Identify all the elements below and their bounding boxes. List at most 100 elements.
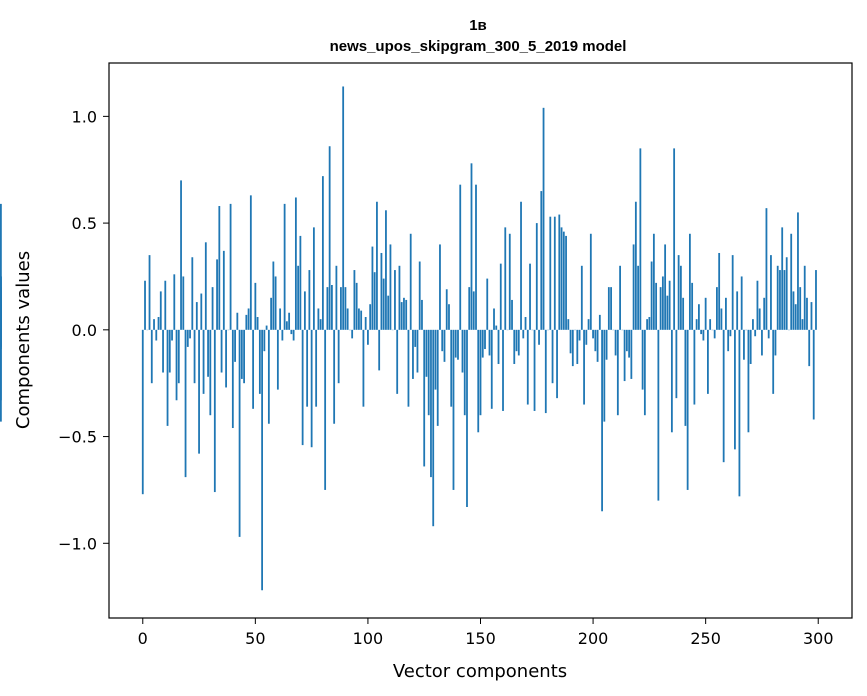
bar-223 [643, 329, 646, 416]
bar-252 [709, 319, 712, 330]
bar-263 [734, 329, 736, 450]
bar-299 [815, 270, 817, 330]
x-tick-label: 100 [353, 629, 384, 648]
bar-277 [765, 208, 768, 330]
bar-292 [799, 287, 802, 330]
bar-9 [162, 329, 164, 373]
bar-184 [556, 329, 558, 399]
bar-80 [321, 176, 324, 330]
bar-242 [686, 329, 689, 490]
bar-267 [743, 329, 745, 360]
bar-63 [283, 203, 286, 330]
bar-4 [150, 329, 153, 384]
bar-41 [234, 329, 236, 362]
bar-233 [666, 295, 669, 330]
bar-205 [603, 329, 606, 422]
bar-210 [614, 329, 617, 356]
bar-25 [198, 329, 200, 454]
bar-13 [171, 329, 173, 341]
bar-124 [421, 299, 423, 330]
bar-285 [783, 270, 786, 330]
bar-19 [184, 329, 187, 478]
bar-26 [200, 293, 203, 330]
bar-49 [252, 329, 254, 409]
bar-77 [315, 329, 318, 407]
bar-84 [331, 285, 333, 330]
bar-99 [364, 317, 367, 330]
bar-225 [648, 317, 651, 330]
y-tick-label: −1.0 [58, 534, 97, 553]
bar-280 [772, 329, 775, 394]
bar-278 [767, 329, 770, 339]
bar-197 [585, 329, 588, 345]
bar-42 [236, 312, 239, 330]
bar-31 [211, 287, 214, 330]
bar-5 [153, 319, 155, 330]
bar-91 [346, 308, 349, 330]
bar-141 [459, 184, 462, 330]
bar-103 [373, 272, 376, 330]
bar-234 [668, 280, 671, 330]
bar-61 [279, 308, 282, 330]
y-axis-ticks: −1.0 −0.5 0.0 0.5 1.0 [58, 107, 109, 553]
bar-149 [477, 329, 480, 433]
bar-138 [452, 329, 455, 490]
bar-67 [292, 329, 295, 341]
bar-286 [785, 257, 788, 330]
bar-172 [529, 263, 531, 330]
chart-title-line-2: news_upos_skipgram_300_5_2019 model [330, 38, 627, 55]
bar-264 [736, 291, 739, 330]
bar-137 [450, 329, 453, 407]
bar-51 [256, 317, 259, 330]
bar-110 [389, 244, 392, 330]
bar-169 [522, 329, 525, 339]
bar-86 [335, 265, 338, 330]
bar-248 [700, 329, 703, 335]
x-axis-label: Vector components [393, 661, 567, 682]
bar-146 [470, 163, 473, 330]
bar-89 [342, 86, 345, 330]
bar-198 [587, 319, 590, 330]
bar-24 [195, 302, 198, 330]
bar-44 [240, 329, 243, 379]
bar-165 [513, 329, 516, 364]
bar-60 [276, 329, 279, 390]
bar-161 [504, 227, 507, 330]
bar-69 [297, 265, 300, 330]
bar-266 [740, 276, 743, 330]
x-tick-label: 200 [578, 629, 609, 648]
bar-27 [202, 329, 205, 394]
bar-181 [549, 216, 552, 330]
bar-206 [605, 329, 608, 360]
bar-152 [484, 329, 486, 350]
bar-167 [517, 329, 520, 356]
bar-171 [526, 329, 529, 405]
bar-288 [790, 233, 793, 330]
bar-246 [695, 319, 698, 330]
bar-66 [290, 329, 293, 335]
bar-78 [317, 308, 320, 330]
bar-276 [763, 297, 766, 330]
bar-83 [328, 146, 331, 330]
x-tick-label: 0 [138, 629, 148, 648]
bar-144 [466, 329, 468, 507]
bar-290 [794, 304, 797, 330]
bar-281 [774, 329, 777, 356]
bar-53 [261, 329, 263, 591]
bar-220 [637, 265, 640, 330]
bar-256 [718, 252, 721, 330]
bar-182 [551, 329, 554, 384]
bar-54 [263, 329, 266, 352]
bar-23 [193, 329, 196, 384]
y-axis-label: Components values [13, 251, 34, 429]
bar-153 [486, 278, 489, 330]
bar-115 [400, 302, 403, 330]
bar-10 [164, 280, 167, 330]
bar-262 [731, 255, 734, 330]
bar-222 [641, 329, 644, 390]
bar-158 [497, 329, 500, 364]
bar-0 [141, 329, 144, 495]
bar-227 [652, 233, 655, 330]
y-tick-label: 1.0 [72, 107, 97, 126]
bar-136 [448, 304, 450, 330]
